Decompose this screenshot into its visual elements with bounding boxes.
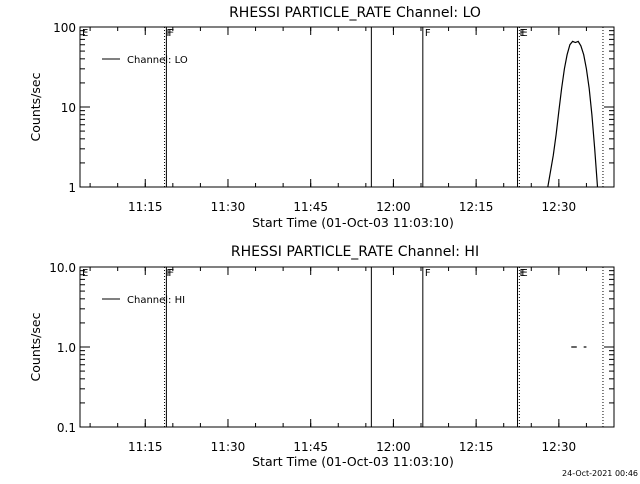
y-tick-label: 10 bbox=[61, 101, 76, 115]
legend-entry: Channel: LO bbox=[127, 55, 188, 66]
chart-title: RHESSI PARTICLE_RATE Channel: LO bbox=[229, 5, 481, 21]
x-tick-label: 11:15 bbox=[128, 440, 163, 454]
x-tick-label: 11:45 bbox=[293, 440, 328, 454]
x-tick-label: 12:30 bbox=[542, 200, 577, 214]
flag-label: E bbox=[521, 28, 527, 39]
flag-label: F bbox=[168, 28, 174, 39]
y-tick-label: 100 bbox=[53, 21, 76, 35]
flag-label: F bbox=[425, 268, 431, 279]
x-tick-label: 11:15 bbox=[128, 200, 163, 214]
x-tick-label: 11:30 bbox=[211, 440, 246, 454]
flag-label: F bbox=[167, 268, 173, 279]
y-tick-label: 1.0 bbox=[57, 341, 76, 355]
y-tick-label: 1 bbox=[68, 181, 76, 195]
flag-label: F bbox=[425, 28, 431, 39]
chart-panel-2: RHESSI PARTICLE_RATE Channel: HI 0.1 1.0 10… bbox=[28, 244, 615, 469]
chart-title: RHESSI PARTICLE_RATE Channel: HI bbox=[231, 244, 479, 260]
x-axis-label: Start Time (01-Oct-03 11:03:10) bbox=[252, 454, 454, 469]
flag-label: E bbox=[82, 268, 88, 279]
timestamp-label: 24-Oct-2021 00:46 bbox=[562, 469, 638, 478]
flag-label: F bbox=[168, 268, 174, 279]
x-tick-label: 11:30 bbox=[211, 200, 246, 214]
series-line bbox=[547, 40, 599, 188]
x-tick-label: 12:30 bbox=[542, 440, 577, 454]
flag-label: E bbox=[519, 28, 525, 39]
flag-label: F bbox=[167, 28, 173, 39]
y-tick-label: 0.1 bbox=[57, 421, 76, 435]
x-tick-label: 12:15 bbox=[459, 440, 494, 454]
x-tick-label: 12:00 bbox=[376, 200, 411, 214]
flag-label: E bbox=[82, 28, 88, 39]
chart-panel-1: RHESSI PARTICLE_RATE Channel: LO 1 10 100 11… bbox=[28, 5, 615, 230]
y-axis-label: Counts/sec bbox=[28, 72, 43, 141]
flag-label: E bbox=[519, 268, 525, 279]
x-tick-label: 11:45 bbox=[293, 200, 328, 214]
x-axis-label: Start Time (01-Oct-03 11:03:10) bbox=[252, 215, 454, 230]
y-axis-label: Counts/sec bbox=[28, 312, 43, 381]
legend-entry: Channel: HI bbox=[127, 295, 185, 306]
x-tick-label: 12:00 bbox=[376, 440, 411, 454]
x-tick-label: 12:15 bbox=[459, 200, 494, 214]
plot-frame bbox=[79, 26, 615, 188]
flag-label: E bbox=[521, 268, 527, 279]
y-tick-label: 10.0 bbox=[49, 261, 76, 275]
plot-frame bbox=[79, 266, 615, 428]
